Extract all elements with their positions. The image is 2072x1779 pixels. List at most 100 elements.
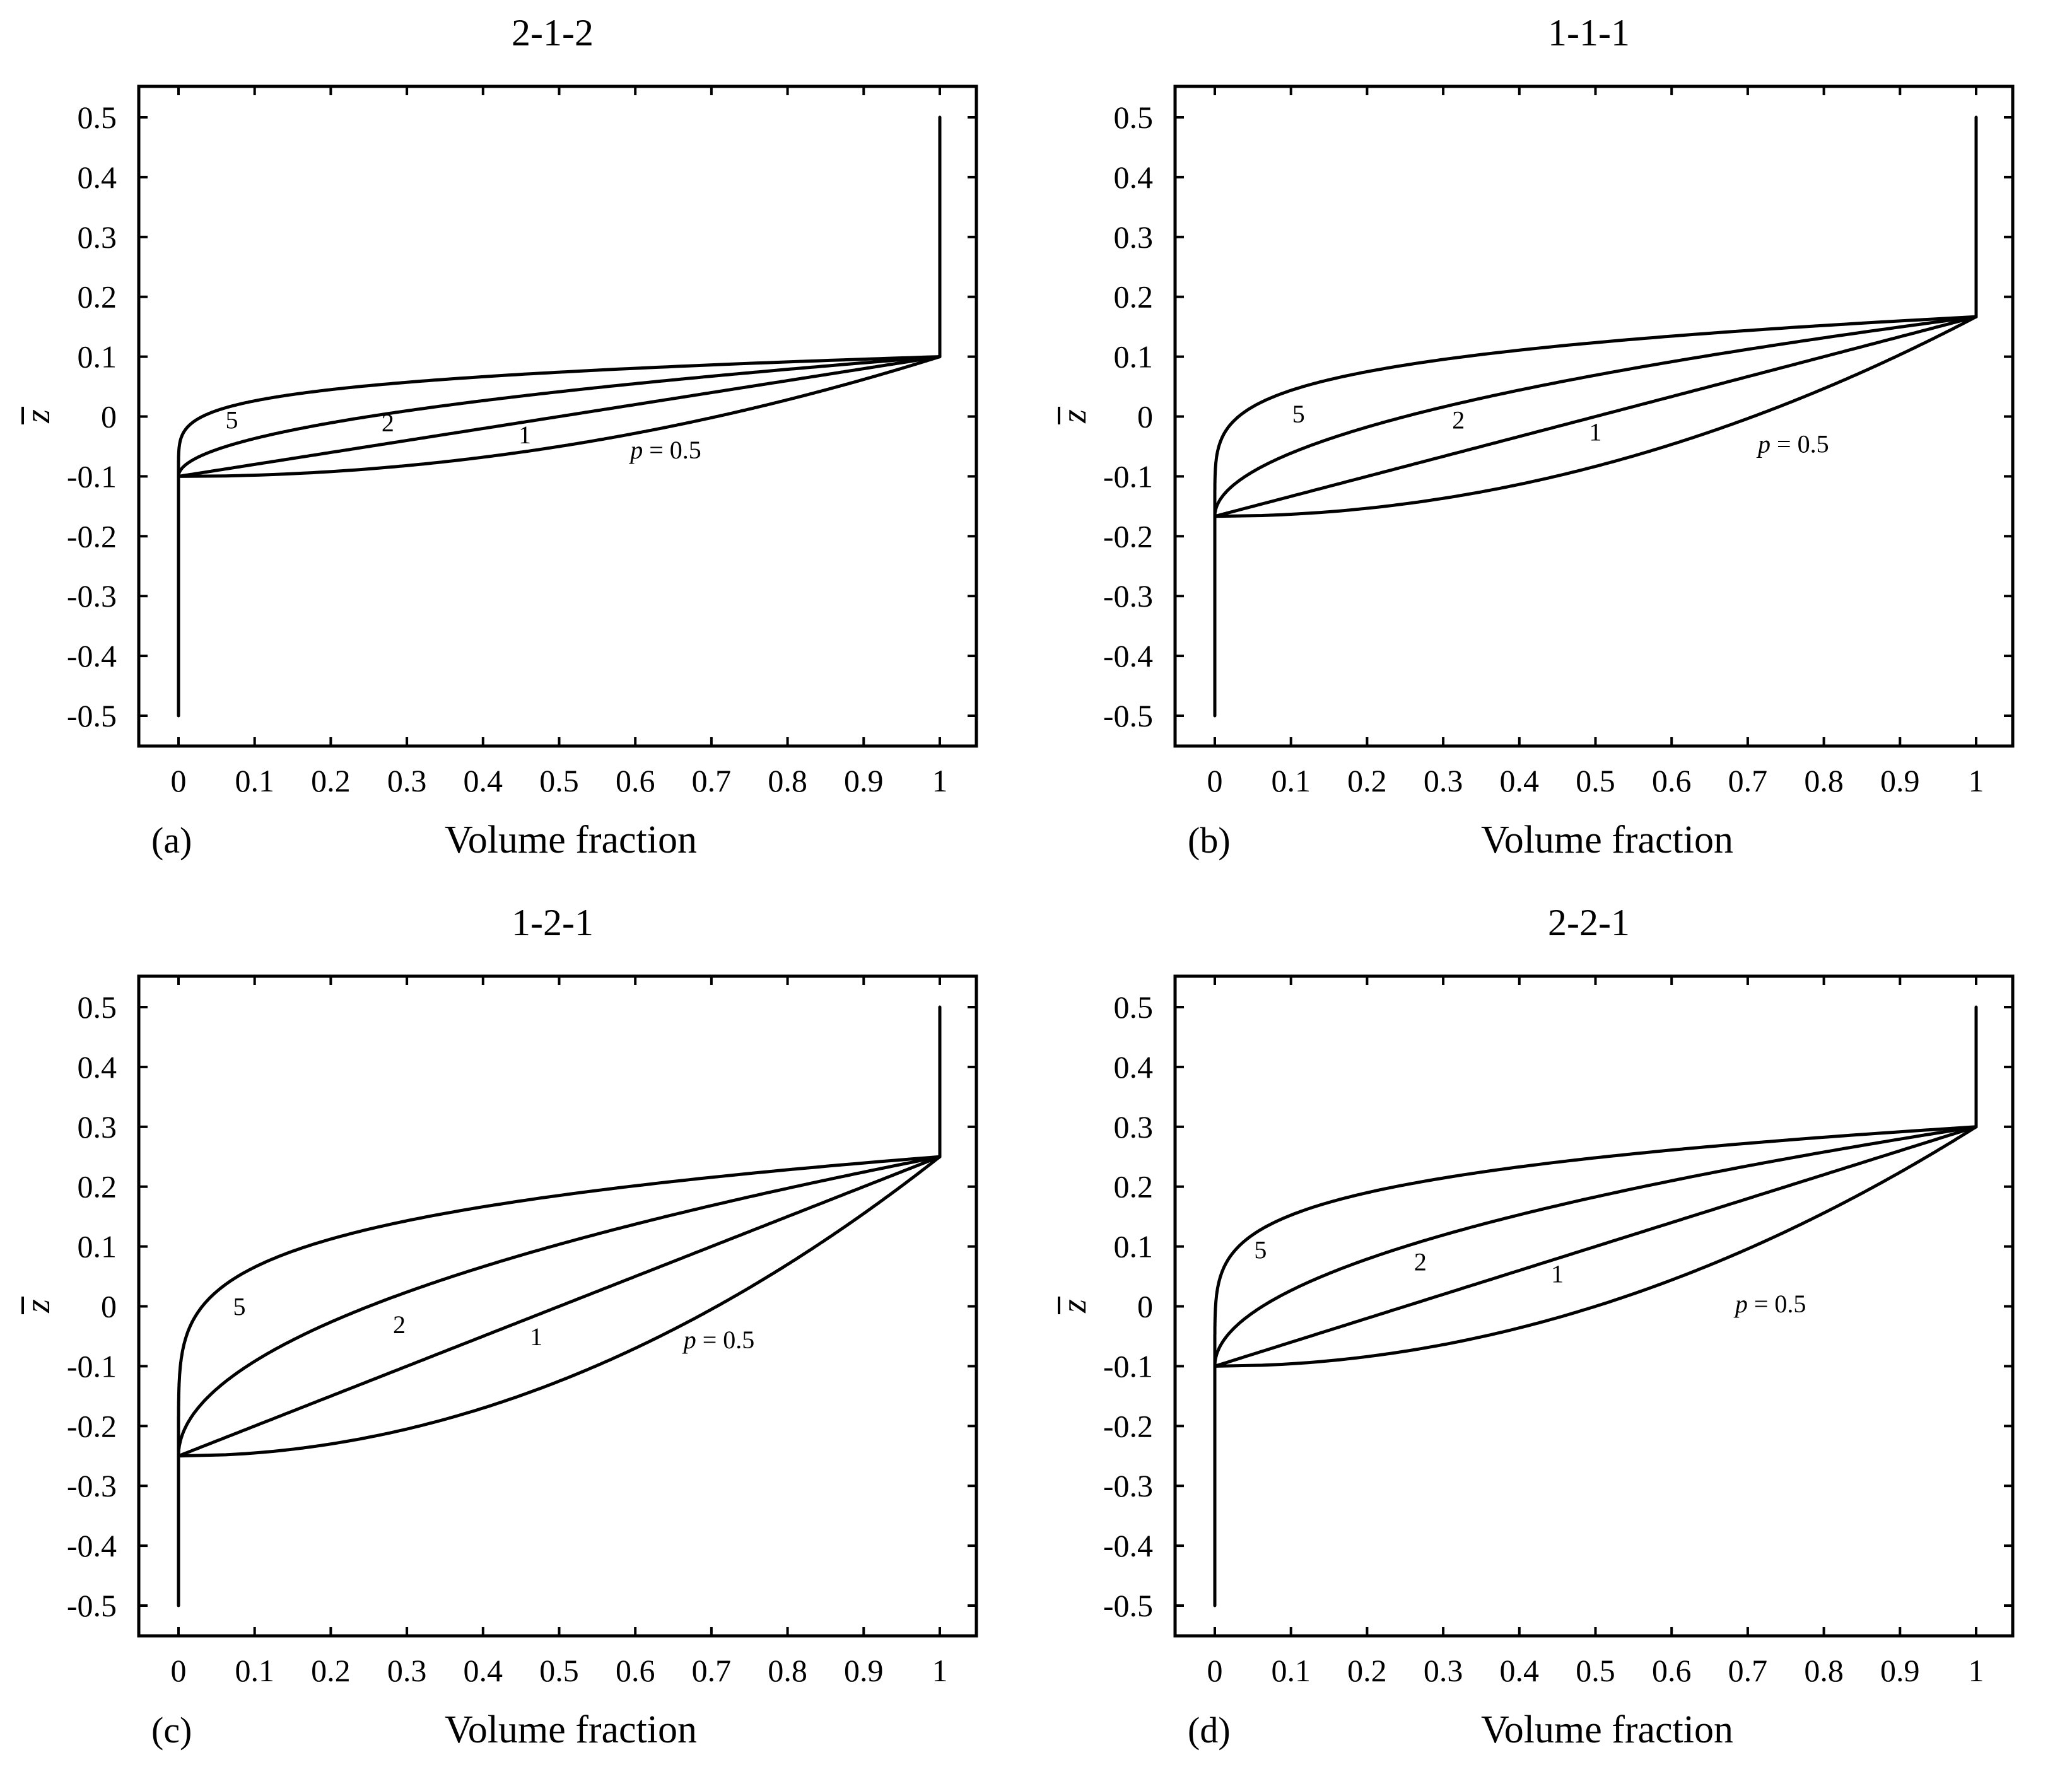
x-axis-label: Volume fraction	[1481, 1708, 1733, 1751]
series-label: 2	[382, 409, 394, 437]
y-tick-label: -0.1	[1103, 1348, 1153, 1384]
chart-svg-a: 2-1-2 0 0.1 0.2 0.3 0.4 0.5 0.6 0.7 0.8 0.9 1 0.5 0.4…	[18, 12, 978, 861]
x-tick-label: 0.7	[692, 1653, 732, 1688]
y-tick-label: 0.5	[1114, 989, 1154, 1025]
chart-title: 2-1-2	[512, 12, 594, 54]
panel-label: (a)	[151, 820, 192, 861]
series-label-p: p	[682, 1326, 696, 1354]
series-label: p = 0.5	[682, 1326, 755, 1354]
series-line-p-5	[177, 1155, 942, 1458]
x-tick-label: 0.7	[692, 763, 732, 798]
y-tick-label: 0.2	[1114, 1169, 1154, 1204]
x-tick-label: 0.1	[1271, 1653, 1311, 1688]
y-axis-label-group: z	[1055, 1297, 1094, 1314]
y-tick-label: 0.3	[1114, 1109, 1154, 1145]
x-tick-label: 0.3	[387, 1653, 427, 1688]
series-label: 1	[1589, 417, 1602, 446]
x-tick-label: 0.7	[1728, 763, 1768, 798]
y-tick-label: 0.4	[78, 160, 117, 195]
chart-svg-b: 1-1-1 0 0.1 0.2 0.3 0.4 0.5 0.6 0.7 0.8 0.9 1 0.5 0.4…	[1055, 12, 2015, 861]
x-tick-label: 0.4	[1500, 1653, 1540, 1688]
x-tick-label: 0.9	[1880, 1653, 1920, 1688]
x-tick-label: 0.3	[387, 763, 427, 798]
series-label: 1	[530, 1322, 542, 1351]
series-line-p-5	[1213, 315, 1978, 518]
x-tick-label: 0.5	[539, 1653, 579, 1688]
series-line-p-5	[1213, 1125, 1978, 1368]
x-tick-label: 0.2	[311, 1653, 351, 1688]
x-tick-label: 0	[171, 1653, 187, 1688]
series-label: 5	[1292, 400, 1305, 428]
y-tick-label: -0.5	[67, 698, 117, 733]
x-tick-label: 0	[1207, 763, 1223, 798]
x-tick-label: 0.7	[1728, 1653, 1768, 1688]
series-line-p-1	[177, 1155, 942, 1458]
y-tick-label: 0.2	[78, 279, 117, 315]
series-label-p: p	[628, 436, 643, 464]
y-tick-label: -0.3	[1103, 578, 1153, 614]
series-line-p-2	[1213, 1125, 1978, 1368]
series-label-p: p	[1756, 429, 1771, 458]
y-axis-label: z	[1055, 1299, 1094, 1314]
y-tick-label: -0.3	[67, 578, 117, 614]
chart-svg-d: 2-2-1 0 0.1 0.2 0.3 0.4 0.5 0.6 0.7 0.8 0.9 1 0.5 0.4…	[1055, 902, 2015, 1751]
y-tick-label: -0.1	[67, 458, 117, 494]
y-tick-label: -0.2	[67, 1408, 117, 1444]
x-tick-label: 0.2	[1347, 1653, 1387, 1688]
y-tick-label: -0.2	[1103, 1408, 1153, 1444]
series-label-rest: = 0.5	[1771, 429, 1829, 458]
y-tick-label: -0.3	[67, 1468, 117, 1503]
x-tick-label: 0.3	[1424, 763, 1463, 798]
x-tick-label: 0.8	[1804, 763, 1844, 798]
series-label: 2	[393, 1310, 406, 1339]
x-tick-label: 0	[171, 763, 187, 798]
y-tick-label: -0.5	[1103, 1588, 1153, 1623]
x-tick-label: 0.6	[616, 1653, 655, 1688]
x-tick-label: 0.4	[464, 1653, 503, 1688]
y-tick-label: 0.1	[78, 1229, 117, 1264]
y-tick-label: -0.2	[1103, 518, 1153, 554]
x-tick-label: 0.4	[464, 763, 503, 798]
x-tick-label: 0.1	[1271, 763, 1311, 798]
y-tick-label: 0	[101, 1289, 117, 1324]
series-line-p-1	[1213, 315, 1978, 518]
series-label: 2	[1414, 1248, 1427, 1276]
chart-panel-a: 2-1-2 0 0.1 0.2 0.3 0.4 0.5 0.6 0.7 0.8 0.9 1 0.5 0.4…	[0, 0, 1036, 889]
series-line-p-5	[177, 355, 942, 478]
x-tick-label: 1	[932, 763, 948, 798]
y-tick-label: 0.5	[1114, 100, 1154, 135]
series-label-rest: = 0.5	[643, 436, 701, 464]
series-label: p = 0.5	[1733, 1290, 1806, 1318]
series-label-p: p	[1733, 1290, 1748, 1318]
y-axis-label-group: z	[18, 407, 57, 424]
y-tick-label: -0.1	[1103, 458, 1153, 494]
y-tick-label: -0.4	[67, 638, 117, 674]
x-tick-label: 0.5	[539, 763, 579, 798]
series-label: 1	[518, 421, 531, 449]
x-tick-label: 0.9	[844, 763, 884, 798]
y-tick-label: -0.3	[1103, 1468, 1153, 1503]
x-tick-label: 0.6	[616, 763, 655, 798]
x-axis-label: Volume fraction	[1481, 819, 1733, 861]
series-label-rest: = 0.5	[1748, 1290, 1806, 1318]
y-tick-label: 0.1	[78, 339, 117, 375]
x-tick-label: 0.4	[1500, 763, 1540, 798]
panel-label: (c)	[151, 1710, 192, 1751]
chart-title: 1-1-1	[1548, 12, 1630, 54]
x-tick-label: 0.8	[1804, 1653, 1844, 1688]
series-line-p-2	[177, 355, 942, 478]
y-axis-label-group: z	[18, 1297, 57, 1314]
y-tick-label: 0.5	[78, 989, 117, 1025]
series-line-p-0_5	[1213, 1125, 1978, 1368]
y-tick-label: 0.4	[1114, 1049, 1154, 1085]
y-axis-label-group: z	[1055, 407, 1094, 424]
series-line-p-0_5	[1213, 315, 1978, 518]
series-line-p-1	[177, 355, 942, 478]
x-axis-label: Volume fraction	[445, 1708, 697, 1751]
series-label-rest: = 0.5	[696, 1326, 755, 1354]
chart-panel-c: 1-2-1 0 0.1 0.2 0.3 0.4 0.5 0.6 0.7 0.8 0.9 1 0.5 0.4…	[0, 890, 1036, 1779]
series-line-p-0_5	[177, 1155, 942, 1458]
y-tick-label: 0.1	[1114, 339, 1154, 375]
x-tick-label: 0.6	[1652, 1653, 1692, 1688]
series-line-p-2	[177, 1155, 942, 1458]
